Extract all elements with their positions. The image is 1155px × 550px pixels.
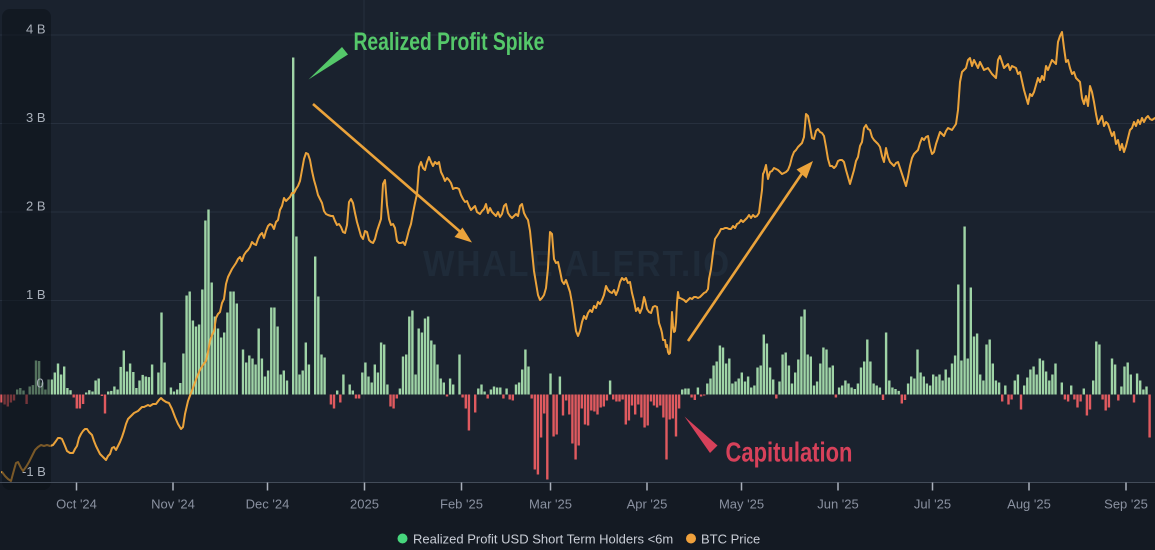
svg-text:1 B: 1 B	[26, 287, 46, 302]
svg-text:BTC Price: BTC Price	[701, 532, 760, 547]
svg-text:Dec '24: Dec '24	[246, 497, 290, 512]
svg-text:0: 0	[37, 376, 44, 391]
svg-text:Jul '25: Jul '25	[914, 497, 951, 512]
svg-text:Apr '25: Apr '25	[627, 497, 668, 512]
svg-text:Oct '24: Oct '24	[56, 497, 97, 512]
svg-text:3 B: 3 B	[26, 110, 46, 125]
svg-text:Sep '25: Sep '25	[1104, 497, 1148, 512]
svg-text:WHALE ALERT.IO: WHALE ALERT.IO	[423, 245, 731, 284]
svg-text:Realized Profit Spike: Realized Profit Spike	[354, 28, 545, 56]
svg-text:Feb '25: Feb '25	[440, 497, 483, 512]
svg-text:2025: 2025	[350, 497, 379, 512]
svg-text:-1 B: -1 B	[22, 464, 46, 479]
svg-text:Realized Profit USD Short Term: Realized Profit USD Short Term Holders <…	[413, 532, 673, 547]
svg-text:May '25: May '25	[719, 497, 764, 512]
svg-text:Capitulation: Capitulation	[726, 437, 853, 468]
svg-text:4 B: 4 B	[26, 22, 46, 37]
svg-text:Jun '25: Jun '25	[817, 497, 859, 512]
svg-text:2 B: 2 B	[26, 199, 46, 214]
svg-text:Mar '25: Mar '25	[529, 497, 572, 512]
svg-text:Nov '24: Nov '24	[151, 497, 195, 512]
svg-text:Aug '25: Aug '25	[1007, 497, 1051, 512]
